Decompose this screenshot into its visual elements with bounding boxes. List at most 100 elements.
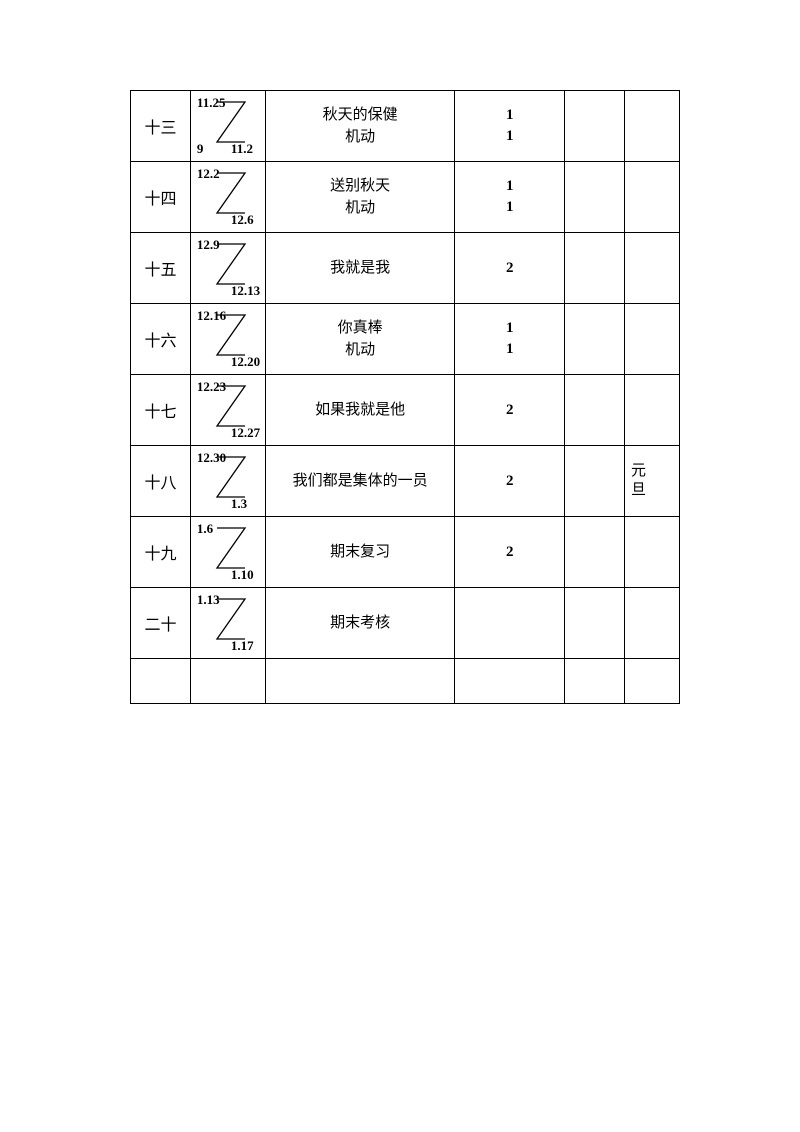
week-cell: 十九 [131, 517, 191, 588]
date-start: 12.9 [197, 237, 220, 253]
table-row: 十三11.2511.29秋天的保健机动11 [131, 91, 680, 162]
note-cell [625, 517, 680, 588]
content-line-1: 我们都是集体的一员 [293, 473, 428, 489]
count-cell [455, 588, 565, 659]
content-line-1: 我就是我 [330, 260, 390, 276]
date-overflow: 9 [197, 141, 204, 157]
spare-cell [565, 659, 625, 704]
content-cell: 你真棒机动 [265, 304, 455, 375]
table-row: 十七 12.23 12.27 如果我就是他 2 [131, 375, 680, 446]
content-line-2: 机动 [345, 129, 375, 145]
count-line-1: 2 [506, 402, 514, 418]
date-start: 12.30 [197, 450, 226, 466]
date-end: 1.17 [231, 638, 254, 654]
week-cell: 十三 [131, 91, 191, 162]
date-start: 12.23 [197, 379, 226, 395]
week-cell [131, 659, 191, 704]
date-cell: 12.23 12.27 [190, 375, 265, 446]
note-cell [625, 588, 680, 659]
spare-cell [565, 233, 625, 304]
date-start: 1.6 [197, 521, 213, 537]
content-cell: 秋天的保健机动 [265, 91, 455, 162]
date-cell: 12.9 12.13 [190, 233, 265, 304]
date-cell: 12.16 12.20 [190, 304, 265, 375]
week-cell: 十七 [131, 375, 191, 446]
date-cell [190, 659, 265, 704]
week-cell: 十六 [131, 304, 191, 375]
count-cell: 2 [455, 517, 565, 588]
count-line-2: 1 [506, 341, 514, 357]
content-cell [265, 659, 455, 704]
date-start: 11.25 [197, 95, 226, 111]
date-cell: 1.13 1.17 [190, 588, 265, 659]
count-cell: 2 [455, 233, 565, 304]
date-end: 1.10 [231, 567, 254, 583]
content-line-1: 期末复习 [330, 544, 390, 560]
date-cell: 1.6 1.10 [190, 517, 265, 588]
content-cell: 我就是我 [265, 233, 455, 304]
table-row: 十八 12.30 1.3 我们都是集体的一员 2 元旦 [131, 446, 680, 517]
note-cell [625, 162, 680, 233]
count-line-2: 1 [506, 128, 514, 144]
count-line-1: 2 [506, 473, 514, 489]
week-cell: 十八 [131, 446, 191, 517]
spare-cell [565, 517, 625, 588]
note-cell [625, 659, 680, 704]
date-start: 1.13 [197, 592, 220, 608]
date-cell: 12.2 12.6 [190, 162, 265, 233]
table-body: 十三11.2511.29秋天的保健机动11十四12.212.6送别秋天机动11十… [131, 91, 680, 704]
date-end: 11.2 [231, 141, 253, 157]
date-end: 12.6 [231, 212, 254, 228]
date-cell: 12.30 1.3 [190, 446, 265, 517]
spare-cell [565, 91, 625, 162]
content-cell: 期末考核 [265, 588, 455, 659]
note-line: 元 [631, 463, 646, 479]
table-row: 十五 12.9 12.13 我就是我 2 [131, 233, 680, 304]
schedule-table: 十三11.2511.29秋天的保健机动11十四12.212.6送别秋天机动11十… [130, 90, 680, 704]
content-cell: 如果我就是他 [265, 375, 455, 446]
count-cell: 2 [455, 446, 565, 517]
count-line-1: 2 [506, 260, 514, 276]
date-cell: 11.25 11.2 9 [190, 91, 265, 162]
spare-cell [565, 446, 625, 517]
week-cell: 十五 [131, 233, 191, 304]
spare-cell [565, 588, 625, 659]
table-row [131, 659, 680, 704]
content-line-1: 秋天的保健 [323, 107, 398, 123]
count-line-1: 1 [506, 320, 514, 336]
note-cell [625, 375, 680, 446]
count-cell: 11 [455, 91, 565, 162]
date-start: 12.16 [197, 308, 226, 324]
count-line-2: 1 [506, 199, 514, 215]
count-cell: 2 [455, 375, 565, 446]
note-cell [625, 233, 680, 304]
spare-cell [565, 375, 625, 446]
table-row: 十六12.1612.20你真棒机动11 [131, 304, 680, 375]
note-cell: 元旦 [625, 446, 680, 517]
count-cell [455, 659, 565, 704]
count-cell: 11 [455, 162, 565, 233]
date-start: 12.2 [197, 166, 220, 182]
content-line-2: 机动 [345, 200, 375, 216]
table-row: 十九 1.6 1.10 期末复习 2 [131, 517, 680, 588]
note-cell [625, 91, 680, 162]
content-line-1: 如果我就是他 [315, 402, 405, 418]
date-end: 12.13 [231, 283, 260, 299]
week-cell: 十四 [131, 162, 191, 233]
week-cell: 二十 [131, 588, 191, 659]
count-line-1: 1 [506, 178, 514, 194]
table-row: 十四12.212.6送别秋天机动11 [131, 162, 680, 233]
count-cell: 11 [455, 304, 565, 375]
content-cell: 送别秋天机动 [265, 162, 455, 233]
content-line-1: 你真棒 [338, 320, 383, 336]
date-end: 1.3 [231, 496, 247, 512]
content-line-1: 期末考核 [330, 615, 390, 631]
spare-cell [565, 304, 625, 375]
date-end: 12.27 [231, 425, 260, 441]
spare-cell [565, 162, 625, 233]
table-row: 二十 1.13 1.17 期末考核 [131, 588, 680, 659]
note-cell [625, 304, 680, 375]
date-end: 12.20 [231, 354, 260, 370]
content-line-1: 送别秋天 [330, 178, 390, 194]
note-line: 旦 [631, 482, 646, 498]
